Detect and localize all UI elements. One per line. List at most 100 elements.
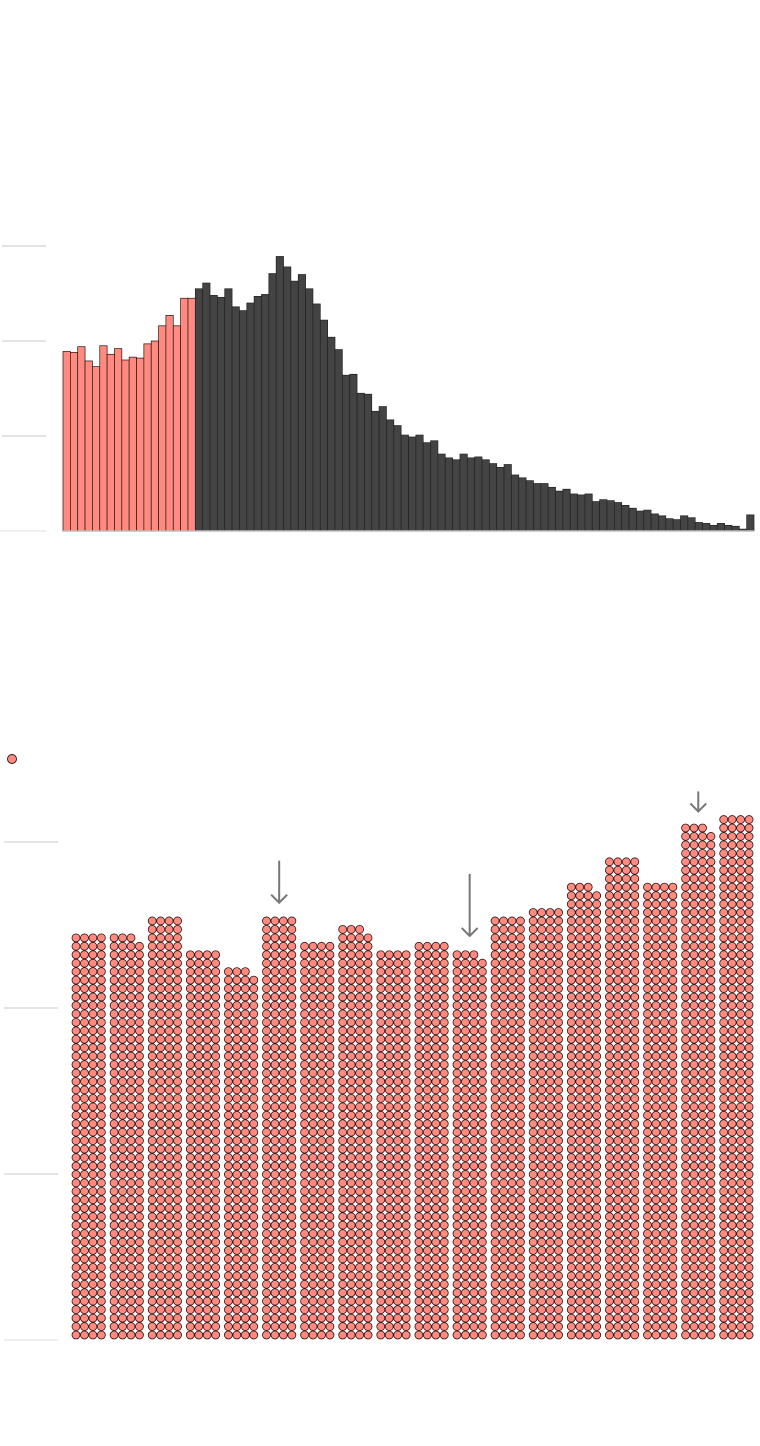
dot bbox=[689, 916, 699, 926]
dot bbox=[452, 1220, 462, 1230]
dot bbox=[660, 1178, 669, 1188]
dot bbox=[147, 1034, 157, 1044]
dot bbox=[118, 1001, 127, 1010]
dot bbox=[223, 1093, 233, 1103]
dot bbox=[135, 941, 144, 951]
dot bbox=[147, 950, 157, 960]
dot bbox=[376, 1237, 386, 1247]
dot bbox=[88, 1009, 98, 1019]
dot bbox=[346, 1051, 356, 1061]
dot bbox=[651, 1170, 661, 1179]
dot bbox=[118, 1051, 127, 1061]
dot bbox=[363, 1110, 373, 1120]
dot bbox=[630, 1203, 640, 1213]
dot bbox=[232, 1127, 242, 1137]
histogram-bar-62 bbox=[511, 474, 520, 532]
dot bbox=[147, 1254, 157, 1264]
dot bbox=[681, 1170, 690, 1179]
dot bbox=[376, 1093, 386, 1103]
dot bbox=[109, 1051, 119, 1061]
dot bbox=[223, 1102, 233, 1112]
dot bbox=[376, 992, 386, 1002]
dot bbox=[554, 1051, 563, 1061]
dot bbox=[376, 984, 386, 993]
dot bbox=[499, 1170, 508, 1179]
dot bbox=[300, 984, 310, 993]
dot bbox=[223, 1279, 233, 1289]
dot bbox=[592, 1060, 602, 1070]
histogram-bar-42 bbox=[364, 393, 373, 532]
dot bbox=[744, 975, 754, 985]
dot bbox=[490, 1296, 500, 1306]
dot bbox=[566, 1178, 576, 1188]
dot bbox=[651, 1034, 661, 1044]
dot bbox=[744, 1330, 754, 1340]
dot bbox=[499, 1060, 508, 1070]
dot bbox=[262, 933, 271, 943]
dot bbox=[516, 1271, 525, 1281]
dot bbox=[338, 1144, 348, 1154]
dot bbox=[393, 1017, 403, 1027]
dot bbox=[469, 1144, 479, 1154]
dot bbox=[300, 1220, 310, 1230]
dot bbox=[240, 1060, 250, 1070]
dot bbox=[338, 941, 348, 951]
dot bbox=[706, 975, 716, 985]
dot bbox=[469, 1220, 479, 1230]
dot bbox=[80, 1203, 89, 1213]
dot bbox=[566, 1119, 576, 1129]
histogram-bar-50 bbox=[422, 442, 431, 532]
dot bbox=[71, 958, 81, 968]
dot bbox=[439, 1136, 449, 1146]
dot bbox=[422, 1119, 432, 1129]
dot bbox=[744, 840, 754, 850]
dot bbox=[194, 1077, 204, 1086]
dot bbox=[422, 1322, 432, 1331]
dot bbox=[537, 1330, 547, 1340]
dot bbox=[135, 1263, 144, 1272]
dot bbox=[71, 1119, 81, 1129]
dot bbox=[537, 1026, 547, 1036]
dot bbox=[240, 1085, 250, 1095]
dot bbox=[262, 1060, 271, 1070]
dot bbox=[668, 1093, 678, 1103]
histogram-bar-14 bbox=[158, 325, 167, 532]
dot bbox=[135, 1093, 144, 1103]
dot bbox=[240, 1246, 250, 1255]
dot bbox=[469, 1077, 479, 1086]
dot bbox=[516, 933, 525, 943]
dot bbox=[727, 1077, 737, 1086]
dot bbox=[202, 1170, 212, 1179]
dot bbox=[566, 1246, 576, 1255]
dot bbox=[727, 840, 737, 850]
dot bbox=[719, 1085, 729, 1095]
dot bbox=[516, 1203, 525, 1213]
dot bbox=[744, 1102, 754, 1112]
dot bbox=[689, 1271, 699, 1281]
dot bbox=[592, 1001, 602, 1010]
dot bbox=[507, 1026, 517, 1036]
dot bbox=[727, 1305, 737, 1315]
dot bbox=[363, 1212, 373, 1222]
dot bbox=[439, 1060, 449, 1070]
dot bbox=[516, 1060, 525, 1070]
dot bbox=[439, 1085, 449, 1095]
dot bbox=[736, 1322, 745, 1331]
dot bbox=[613, 1271, 623, 1281]
dot bbox=[719, 1195, 729, 1205]
histogram-bar-8 bbox=[114, 348, 123, 532]
dot bbox=[689, 882, 699, 892]
dot bbox=[278, 1288, 288, 1298]
dot bbox=[287, 984, 297, 993]
dot bbox=[575, 984, 585, 993]
dot bbox=[135, 1178, 144, 1188]
dot bbox=[156, 967, 166, 977]
dot bbox=[566, 1237, 576, 1247]
dot bbox=[384, 1330, 394, 1340]
histogram-bar-6 bbox=[99, 345, 108, 532]
dot bbox=[118, 1068, 127, 1078]
dot bbox=[147, 967, 157, 977]
dot bbox=[363, 1136, 373, 1146]
dot bbox=[461, 950, 470, 960]
dot bbox=[706, 992, 716, 1002]
